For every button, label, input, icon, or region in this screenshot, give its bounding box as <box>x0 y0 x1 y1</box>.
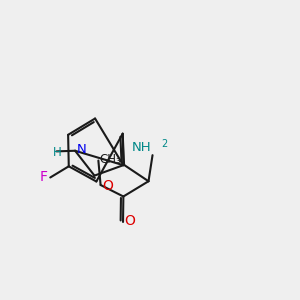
Text: O: O <box>124 214 135 228</box>
Text: CH₃: CH₃ <box>99 153 121 167</box>
Text: O: O <box>102 178 113 193</box>
Text: H: H <box>53 146 62 159</box>
Text: 2: 2 <box>161 139 167 148</box>
Text: F: F <box>40 170 48 184</box>
Text: NH: NH <box>131 141 151 154</box>
Text: N: N <box>76 143 86 156</box>
